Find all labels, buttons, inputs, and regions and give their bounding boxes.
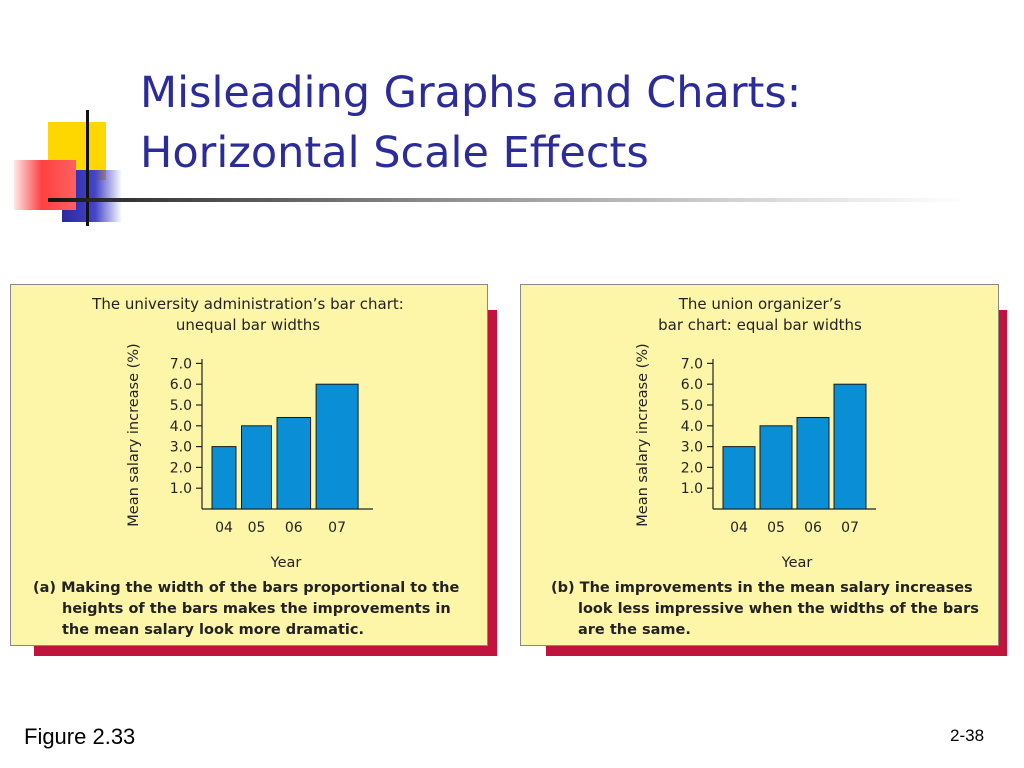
figure-label: Figure 2.33	[24, 724, 136, 749]
chart-a-caption-line-2: heights of the bars makes the improvemen…	[62, 601, 451, 617]
slide-title-line-2: Horizontal Scale Effects	[140, 128, 649, 178]
chart-a-ytick-label: 6.0	[170, 377, 192, 393]
chart-b-bar-04	[722, 446, 756, 510]
slide-title-line-1: Misleading Graphs and Charts:	[140, 68, 802, 118]
chart-a-bar-07	[315, 383, 359, 510]
chart-b-svg: The union organizer’s bar chart: equal b…	[551, 295, 979, 638]
chart-b-ytick-label: 5.0	[681, 398, 703, 414]
chart-b-caption-line-1: (b) The improvements in the mean salary …	[551, 580, 973, 596]
chart-b-xtick-label: 06	[804, 520, 822, 536]
chart-a-ytick-label: 7.0	[170, 356, 192, 372]
chart-b-xtick-label: 04	[730, 520, 748, 536]
chart-a-ylabel: Mean salary increase (%)	[126, 343, 142, 526]
chart-a-bar-05	[241, 425, 272, 510]
chart-a-ytick-label: 4.0	[170, 419, 192, 435]
chart-b-ytick-label: 3.0	[681, 440, 703, 456]
chart-a-bar-04	[211, 446, 237, 510]
chart-a-bar-06	[276, 416, 312, 510]
chart-a-xtick-label: 07	[328, 520, 346, 536]
chart-b-ytick-label: 4.0	[681, 419, 703, 435]
chart-a-xtick-label: 05	[248, 520, 266, 536]
title-underline	[48, 198, 968, 202]
chart-a-ytick-label: 2.0	[170, 460, 192, 476]
chart-a-xtick-label: 04	[215, 520, 233, 536]
chart-b-bar-07	[833, 383, 867, 510]
chart-a-ytick-label: 3.0	[170, 440, 192, 456]
chart-a-caption-line-3: the mean salary look more dramatic.	[62, 622, 364, 638]
decorative-vertical-line	[86, 110, 89, 226]
chart-b-title-line-1: The union organizer’s	[678, 295, 842, 313]
chart-b-caption-line-3: are the same.	[578, 622, 691, 638]
chart-panel-b: The union organizer’s bar chart: equal b…	[520, 284, 999, 646]
decorative-red-square	[14, 160, 76, 210]
chart-b-xtick-label: 07	[841, 520, 859, 536]
chart-b-ytick-label: 6.0	[681, 377, 703, 393]
chart-a-title-line-1: The university administration’s bar char…	[91, 295, 404, 313]
chart-a-svg: The university administration’s bar char…	[33, 295, 459, 638]
chart-panel-a: The university administration’s bar char…	[10, 284, 488, 646]
chart-a-xlabel: Year	[270, 555, 302, 571]
chart-b-xlabel: Year	[781, 555, 813, 571]
chart-a-ytick-label: 1.0	[170, 481, 192, 497]
chart-b-ylabel: Mean salary increase (%)	[635, 343, 651, 526]
chart-b-title-line-2: bar chart: equal bar widths	[658, 316, 862, 334]
chart-b-bar-05	[759, 425, 793, 510]
chart-a-title-line-2: unequal bar widths	[176, 316, 320, 334]
chart-b-ytick-label: 1.0	[681, 481, 703, 497]
chart-b-xtick-label: 05	[767, 520, 785, 536]
chart-b-bar-06	[796, 416, 830, 510]
chart-b-caption-line-2: look less impressive when the widths of …	[578, 601, 979, 617]
chart-a-caption-line-1: (a) Making the width of the bars proport…	[33, 580, 459, 596]
page-number: 2-38	[950, 726, 985, 745]
chart-a-ytick-label: 5.0	[170, 398, 192, 414]
chart-b-ytick-label: 2.0	[681, 460, 703, 476]
chart-b-ytick-label: 7.0	[681, 356, 703, 372]
chart-a-xtick-label: 06	[285, 520, 303, 536]
